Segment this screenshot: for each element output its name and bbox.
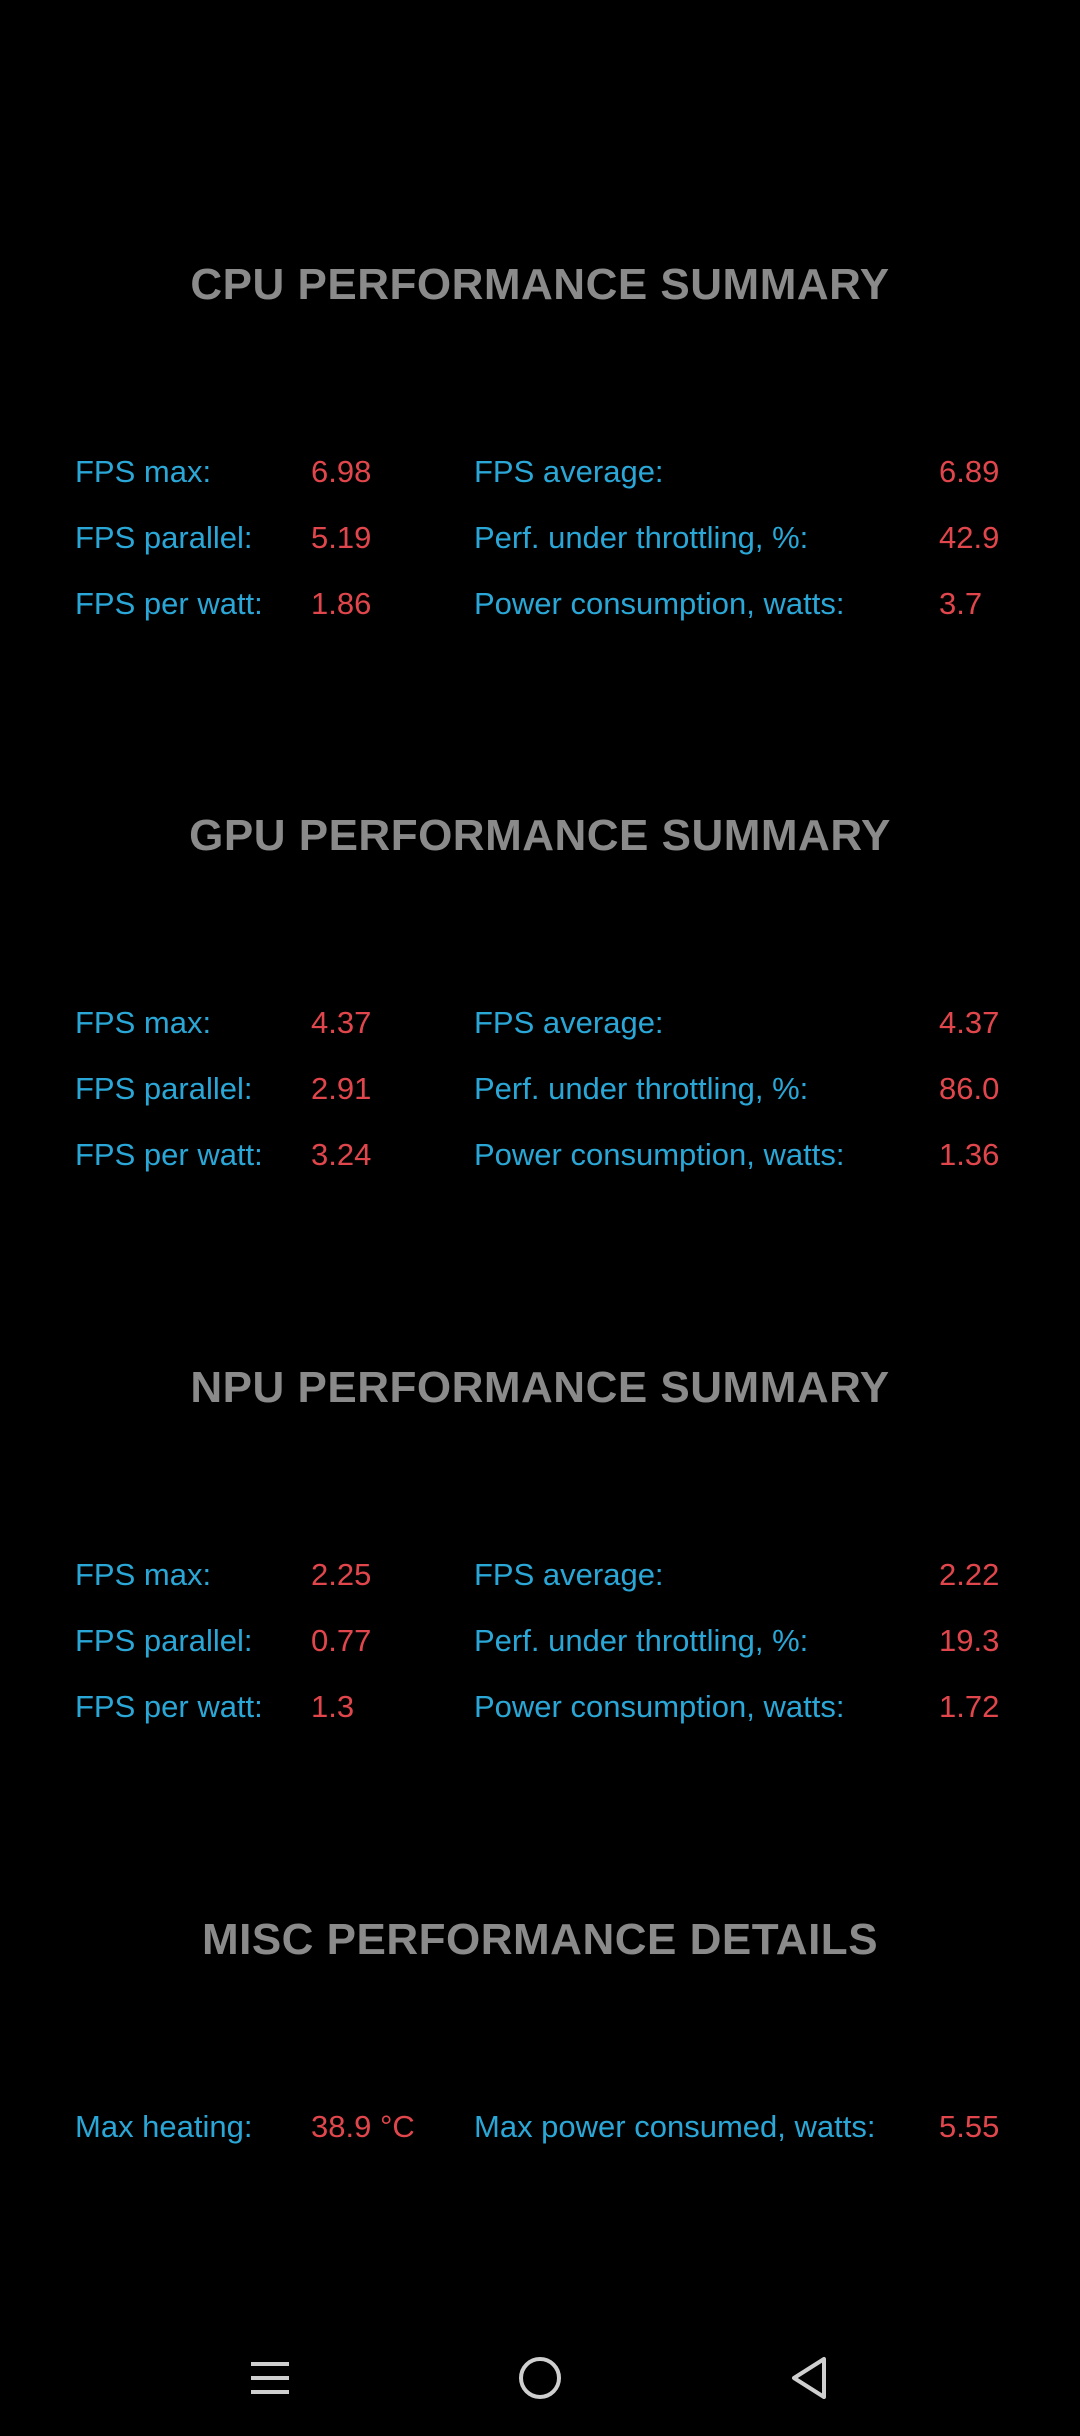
stat-row: FPS max: 6.98 FPS average: 6.89: [0, 447, 1080, 497]
stat-row: FPS per watt: 1.3 Power consumption, wat…: [0, 1682, 1080, 1732]
stat-label: FPS max:: [75, 454, 212, 489]
stat-value: 5.19: [311, 520, 372, 555]
stat-label: Max power consumed, watts:: [474, 2109, 876, 2144]
recent-apps-button[interactable]: [230, 2338, 310, 2418]
stat-label: FPS per watt:: [75, 586, 263, 621]
stat-value: 0.77: [311, 1623, 372, 1658]
home-icon: [519, 2357, 561, 2399]
navigation-bar: [0, 2320, 1080, 2436]
menu-icon: [251, 2362, 289, 2394]
stat-label: FPS average:: [474, 1557, 664, 1592]
stat-value: 19.3: [939, 1623, 1000, 1658]
home-button[interactable]: [500, 2338, 580, 2418]
stat-value: 4.37: [939, 1005, 1000, 1040]
section-title: NPU PERFORMANCE SUMMARY: [190, 1363, 890, 1412]
stat-label: Power consumption, watts:: [474, 1137, 845, 1172]
stat-value: 6.98: [311, 454, 372, 489]
stat-value: 42.9: [939, 520, 1000, 555]
stat-label: FPS parallel:: [75, 1623, 253, 1658]
stat-label: FPS parallel:: [75, 1071, 253, 1106]
section-title: CPU PERFORMANCE SUMMARY: [190, 260, 890, 309]
stat-label: FPS max:: [75, 1005, 212, 1040]
stat-row: FPS parallel: 2.91 Perf. under throttlin…: [0, 1064, 1080, 1114]
stat-value: 2.22: [939, 1557, 1000, 1592]
stat-value: 1.86: [311, 586, 372, 621]
stat-row: FPS parallel: 5.19 Perf. under throttlin…: [0, 513, 1080, 563]
stat-label: Power consumption, watts:: [474, 1689, 845, 1724]
stat-value: 3.7: [939, 586, 983, 621]
stat-row: FPS max: 2.25 FPS average: 2.22: [0, 1550, 1080, 1600]
stat-value: 1.3: [311, 1689, 355, 1724]
back-icon: [792, 2357, 826, 2399]
stat-label: Perf. under throttling, %:: [474, 1071, 809, 1106]
back-button[interactable]: [770, 2338, 850, 2418]
stat-label: FPS max:: [75, 1557, 212, 1592]
stat-value: 5.55: [939, 2109, 1000, 2144]
stat-row: Max heating: 38.9 °C Max power consumed,…: [0, 2102, 1080, 2152]
stat-label: FPS average:: [474, 1005, 664, 1040]
stat-label: Perf. under throttling, %:: [474, 1623, 809, 1658]
stat-row: FPS per watt: 3.24 Power consumption, wa…: [0, 1130, 1080, 1180]
section-title: MISC PERFORMANCE DETAILS: [201, 1915, 879, 1964]
stat-value: 86.0: [939, 1071, 1000, 1106]
stat-row: FPS parallel: 0.77 Perf. under throttlin…: [0, 1616, 1080, 1666]
stat-value: 4.37: [311, 1005, 372, 1040]
stat-row: FPS max: 4.37 FPS average: 4.37: [0, 998, 1080, 1048]
stat-row: FPS per watt: 1.86 Power consumption, wa…: [0, 579, 1080, 629]
stat-value: 2.91: [311, 1071, 372, 1106]
stat-value: 3.24: [311, 1137, 372, 1172]
stat-label: Power consumption, watts:: [474, 586, 845, 621]
stat-value: 6.89: [939, 454, 1000, 489]
section-title: GPU PERFORMANCE SUMMARY: [189, 811, 891, 860]
stat-label: Max heating:: [75, 2109, 253, 2144]
stat-label: FPS average:: [474, 454, 664, 489]
stat-label: Perf. under throttling, %:: [474, 520, 809, 555]
stat-label: FPS per watt:: [75, 1689, 263, 1724]
stat-label: FPS parallel:: [75, 520, 253, 555]
stat-value: 38.9 °C: [311, 2109, 415, 2144]
stat-label: FPS per watt:: [75, 1137, 263, 1172]
stat-value: 2.25: [311, 1557, 372, 1592]
stat-value: 1.72: [939, 1689, 1000, 1724]
stat-value: 1.36: [939, 1137, 1000, 1172]
